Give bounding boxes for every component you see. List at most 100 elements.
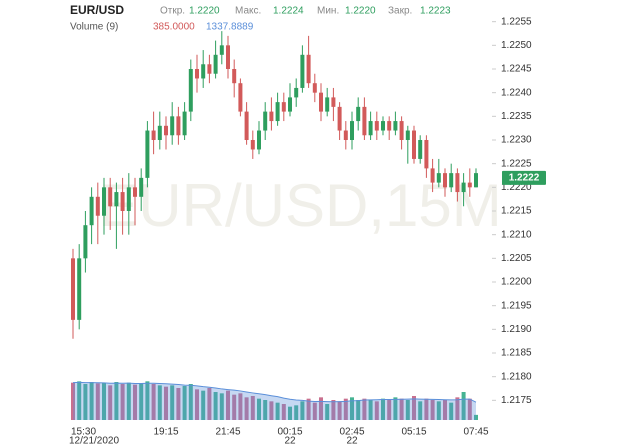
y-tick-label: 1.2190 xyxy=(501,324,532,335)
volume-bar xyxy=(182,386,187,420)
y-tick-label: 1.2230 xyxy=(501,135,532,146)
volume-bar xyxy=(275,402,280,420)
candle-body xyxy=(188,69,193,112)
volume-title: Volume (9) xyxy=(70,22,118,33)
volume-bar xyxy=(399,398,404,420)
candle-body xyxy=(95,196,100,216)
volume-bar xyxy=(83,384,88,420)
volume-bar xyxy=(226,390,230,420)
candle-body xyxy=(337,106,342,131)
candle-body xyxy=(250,140,255,150)
volume-bar xyxy=(170,385,175,420)
candle-body xyxy=(232,69,237,84)
candle-body xyxy=(133,187,137,197)
candle-body xyxy=(436,173,441,183)
candle-body xyxy=(306,54,311,84)
x-tick-label: 07:45 xyxy=(463,427,488,438)
x-tick-label: 05:15 xyxy=(401,427,426,438)
volume-bar xyxy=(325,404,330,420)
candle-body xyxy=(145,130,150,178)
y-tick-label: 1.2185 xyxy=(501,348,532,359)
y-tick-label: 1.2200 xyxy=(501,277,532,288)
y-tick-label: 1.2210 xyxy=(501,229,532,240)
volume-bar xyxy=(219,393,224,420)
candle-body xyxy=(412,130,416,159)
volume-bar xyxy=(281,404,286,420)
candle-body xyxy=(393,121,398,131)
volume-bar xyxy=(381,398,385,420)
volume-bar xyxy=(436,401,441,420)
volume-bar xyxy=(455,397,460,420)
open-label: Откр. xyxy=(160,6,185,17)
y-tick-label: 1.2240 xyxy=(501,87,532,98)
volume-bar xyxy=(405,400,410,420)
candle-body xyxy=(443,173,447,188)
low-label: Мин. xyxy=(317,6,339,17)
volume-bar xyxy=(294,405,299,420)
candle-body xyxy=(164,125,168,136)
volume-bar xyxy=(195,389,199,420)
open-value: 1.2220 xyxy=(189,6,220,17)
volume-bar xyxy=(250,396,255,420)
x-tick-label: 02:45 xyxy=(339,427,364,438)
candle-body xyxy=(263,111,268,131)
candle-body xyxy=(213,54,218,74)
volume-bar xyxy=(207,388,212,420)
volume-bar xyxy=(139,383,144,420)
candle-body xyxy=(300,54,305,88)
candle-body xyxy=(424,140,429,169)
volume-bar xyxy=(102,382,106,420)
volume-bar xyxy=(157,385,162,420)
volume-bar xyxy=(269,401,274,420)
candle-body xyxy=(102,187,106,216)
candle-body xyxy=(114,192,119,207)
candle-body xyxy=(108,187,113,207)
candle-body xyxy=(312,83,317,93)
x-tick-label: 21:45 xyxy=(215,427,240,438)
volume-bar xyxy=(108,385,113,420)
candle-body xyxy=(362,106,367,136)
volume-bar xyxy=(114,382,119,420)
candle-body xyxy=(474,173,478,188)
volume-bar xyxy=(312,402,317,420)
candle-body xyxy=(71,258,75,320)
volume-bar xyxy=(95,383,100,420)
candle-body xyxy=(467,182,472,188)
volume-ma-line xyxy=(72,381,477,403)
volume-bar xyxy=(257,398,261,420)
volume-bar xyxy=(368,400,373,420)
candle-body xyxy=(170,116,175,136)
candle-body xyxy=(374,121,379,131)
candle-body xyxy=(126,187,131,211)
candle-body xyxy=(195,69,199,79)
candle-body xyxy=(151,130,156,140)
volume-bar xyxy=(418,401,423,420)
volume-bar xyxy=(164,386,168,420)
volume-bar xyxy=(331,400,336,420)
last-price-box xyxy=(502,170,546,185)
candle-body xyxy=(139,177,144,197)
candle-body xyxy=(343,130,348,140)
volume-bar xyxy=(176,388,181,420)
candle-body xyxy=(226,45,230,69)
volume-bar xyxy=(232,394,237,420)
volume-bar xyxy=(288,406,292,420)
volume-bar xyxy=(449,402,454,420)
volume-bar xyxy=(350,397,354,420)
candle-body xyxy=(387,121,392,131)
candle-body xyxy=(201,64,206,79)
volume-bar xyxy=(467,398,472,420)
volume-bar xyxy=(430,400,435,420)
y-tick-label: 1.2215 xyxy=(501,206,532,217)
volume-bar xyxy=(412,396,416,420)
volume-bar xyxy=(337,401,342,420)
candle-body xyxy=(418,140,423,159)
candle-body xyxy=(77,258,82,320)
y-tick-label: 1.2180 xyxy=(501,371,532,382)
close-value: 1.2223 xyxy=(420,6,451,17)
y-tick-label: 1.2195 xyxy=(501,300,532,311)
candle-body xyxy=(269,111,274,122)
candle-body xyxy=(182,111,187,136)
volume-bar xyxy=(443,400,447,420)
volume-bar xyxy=(474,414,478,420)
